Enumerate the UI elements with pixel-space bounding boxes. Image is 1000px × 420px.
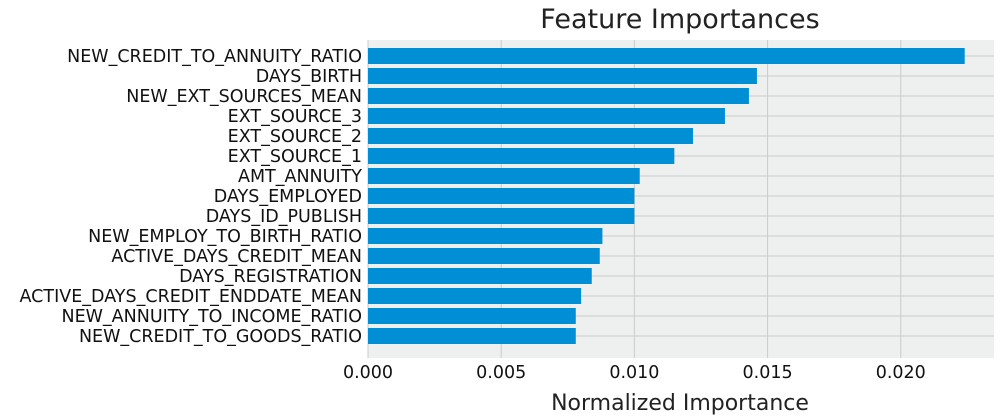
bar-layer <box>368 48 965 344</box>
category-label: NEW_ANNUITY_TO_INCOME_RATIO <box>61 307 362 327</box>
x-tick-label: 0.015 <box>743 363 793 383</box>
x-tick-label: 0.020 <box>876 363 926 383</box>
category-label: EXT_SOURCE_1 <box>228 147 362 167</box>
bar <box>368 328 576 344</box>
x-tick-label: 0.005 <box>476 363 526 383</box>
category-label: DAYS_REGISTRATION <box>179 267 362 287</box>
category-labels: NEW_CREDIT_TO_ANNUITY_RATIODAYS_BIRTHNEW… <box>20 47 363 347</box>
x-axis-label: Normalized Importance <box>551 391 809 416</box>
category-label: EXT_SOURCE_2 <box>228 127 362 147</box>
category-label: DAYS_ID_PUBLISH <box>206 207 362 227</box>
category-label: DAYS_EMPLOYED <box>214 187 362 207</box>
category-label: NEW_EXT_SOURCES_MEAN <box>126 87 362 107</box>
bar <box>368 268 592 284</box>
bar <box>368 88 749 104</box>
bar <box>368 48 965 64</box>
category-label: ACTIVE_DAYS_CREDIT_ENDDATE_MEAN <box>20 287 362 307</box>
category-label: NEW_EMPLOY_TO_BIRTH_RATIO <box>88 227 362 247</box>
category-label: DAYS_BIRTH <box>256 67 362 87</box>
x-tick-labels: 0.000 0.005 0.010 0.015 0.020 <box>343 363 926 383</box>
category-label: NEW_CREDIT_TO_ANNUITY_RATIO <box>67 47 362 67</box>
bar <box>368 168 640 184</box>
bar <box>368 308 576 324</box>
x-tick-label: 0.010 <box>609 363 659 383</box>
bar <box>368 228 603 244</box>
chart-title: Feature Importances <box>540 4 819 35</box>
x-tick-label: 0.000 <box>343 363 393 383</box>
bar <box>368 68 757 84</box>
bar <box>368 108 725 124</box>
bar <box>368 188 635 204</box>
bar <box>368 148 675 164</box>
bar <box>368 248 600 264</box>
category-label: ACTIVE_DAYS_CREDIT_MEAN <box>111 247 362 267</box>
category-label: EXT_SOURCE_3 <box>228 107 362 127</box>
category-label: AMT_ANNUITY <box>238 167 362 187</box>
category-label: NEW_CREDIT_TO_GOODS_RATIO <box>79 327 362 347</box>
bar <box>368 288 582 304</box>
bar <box>368 128 693 144</box>
bar <box>368 208 635 224</box>
